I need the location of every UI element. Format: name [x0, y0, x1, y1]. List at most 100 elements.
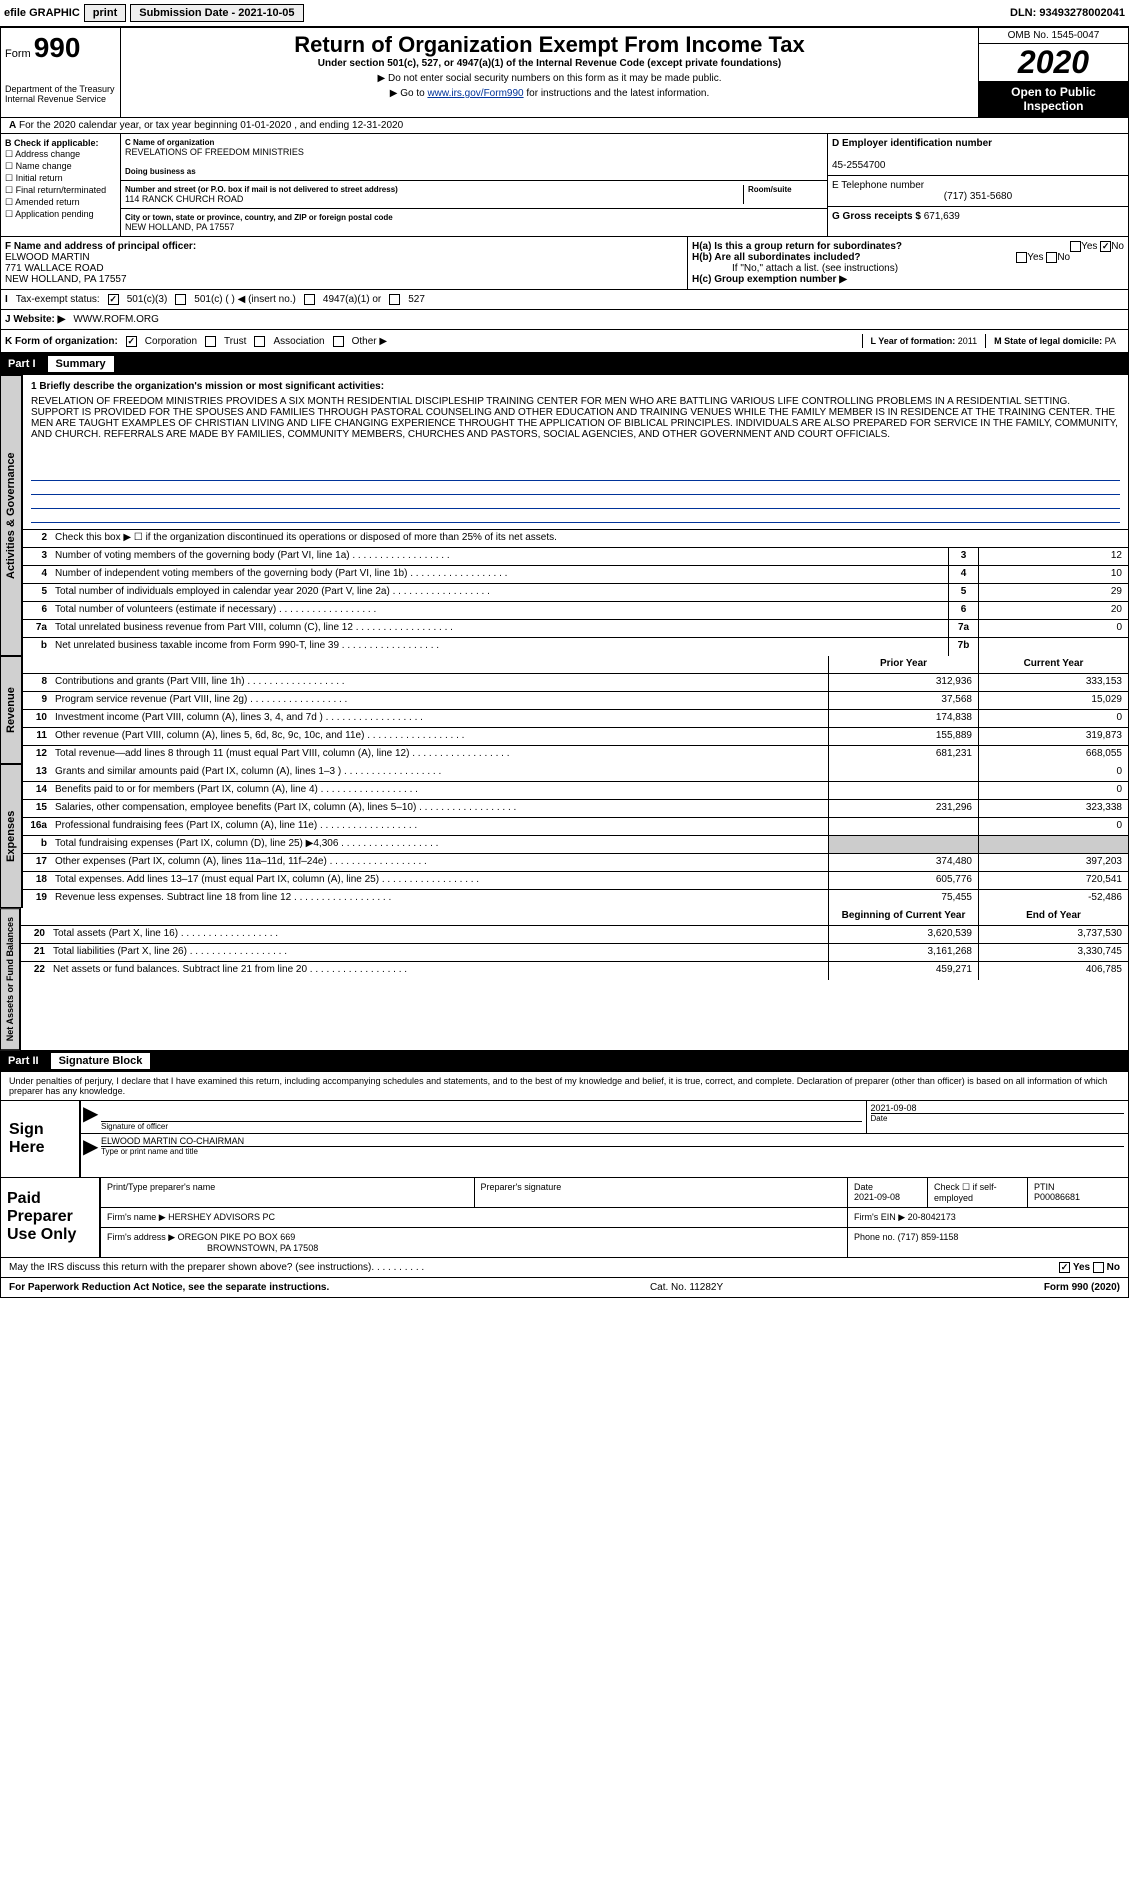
part1-title: Summary: [48, 356, 114, 372]
prep-ptin: P00086681: [1034, 1192, 1080, 1202]
f-h-block: F Name and address of principal officer:…: [0, 237, 1129, 290]
opt-other: Other ▶: [352, 336, 387, 347]
sig-date: 2021-09-08: [871, 1103, 1125, 1113]
ein-label: D Employer identification number: [832, 138, 992, 149]
paperwork-row: For Paperwork Reduction Act Notice, see …: [0, 1278, 1129, 1298]
ha-yes[interactable]: [1070, 241, 1081, 252]
m-label: M State of legal domicile:: [994, 336, 1102, 346]
gov-row: 4Number of independent voting members of…: [23, 566, 1128, 584]
chk-corporation[interactable]: [126, 336, 137, 347]
no-label: No: [1107, 1262, 1120, 1273]
part1-label: Part I: [8, 358, 36, 370]
chk-amended-return[interactable]: ☐ Amended return: [5, 197, 116, 208]
name-label: Type or print name and title: [101, 1146, 1124, 1156]
prep-name-label: Print/Type preparer's name: [107, 1182, 468, 1192]
submission-date-button[interactable]: Submission Date - 2021-10-05: [130, 4, 303, 22]
form-title-block: Return of Organization Exempt From Incom…: [121, 28, 978, 117]
hb-label: H(b) Are all subordinates included?: [692, 252, 861, 263]
gross-receipts-value: 671,639: [924, 211, 960, 222]
q2-text: Check this box ▶ ☐ if the organization d…: [51, 530, 1128, 547]
chk-other[interactable]: [333, 336, 344, 347]
hb-no[interactable]: [1046, 252, 1057, 263]
form-ref: Form 990 (2020): [1044, 1282, 1120, 1293]
gov-row: 3Number of voting members of the governi…: [23, 548, 1128, 566]
discuss-no[interactable]: [1093, 1262, 1104, 1273]
discuss-yes[interactable]: [1059, 1262, 1070, 1273]
firm-addr-label: Firm's address ▶: [107, 1232, 175, 1242]
street-label: Number and street (or P.O. box if mail i…: [125, 185, 743, 194]
firm-ein-label: Firm's EIN ▶: [854, 1212, 905, 1222]
col-b-checkboxes: B Check if applicable: ☐ Address change …: [1, 134, 121, 236]
chk-association[interactable]: [254, 336, 265, 347]
chk-501c3[interactable]: [108, 294, 119, 305]
ha-no[interactable]: [1100, 241, 1111, 252]
chk-527[interactable]: [389, 294, 400, 305]
prep-sig-label: Preparer's signature: [481, 1182, 842, 1192]
omb-number: OMB No. 1545-0047: [979, 28, 1128, 44]
efile-label: efile GRAPHIC: [4, 7, 80, 19]
chk-address-change[interactable]: ☐ Address change: [5, 149, 116, 160]
form-note1: ▶ Do not enter social security numbers o…: [129, 73, 970, 84]
chk-name-change[interactable]: ☐ Name change: [5, 161, 116, 172]
balance-row: 20Total assets (Part X, line 16)3,620,53…: [21, 926, 1128, 944]
part1-header: Part I Summary: [0, 353, 1129, 375]
chk-final-return[interactable]: ☐ Final return/terminated: [5, 185, 116, 196]
chk-application-pending[interactable]: ☐ Application pending: [5, 209, 116, 220]
hb-yes[interactable]: [1016, 252, 1027, 263]
a-text: For the 2020 calendar year, or tax year …: [19, 120, 403, 131]
hc-label: H(c) Group exemption number ▶: [692, 274, 847, 285]
opt-trust: Trust: [224, 336, 246, 347]
print-button[interactable]: print: [84, 4, 126, 22]
prep-row-2: Firm's name ▶ HERSHEY ADVISORS PC Firm's…: [101, 1208, 1128, 1228]
officer-addr1: 771 WALLACE ROAD: [5, 263, 104, 274]
chk-trust[interactable]: [205, 336, 216, 347]
city-value: NEW HOLLAND, PA 17557: [125, 222, 823, 232]
form-header: Form 990 Department of the Treasury Inte…: [0, 27, 1129, 118]
top-bar: efile GRAPHIC print Submission Date - 20…: [0, 0, 1129, 27]
ein-value: 45-2554700: [832, 160, 885, 171]
chk-initial-return[interactable]: ☐ Initial return: [5, 173, 116, 184]
a-tax-year-row: A For the 2020 calendar year, or tax yea…: [0, 118, 1129, 134]
balance-row: 21Total liabilities (Part X, line 26)3,1…: [21, 944, 1128, 962]
expense-row: 14Benefits paid to or for members (Part …: [23, 782, 1128, 800]
form-id-block: Form 990 Department of the Treasury Inte…: [1, 28, 121, 117]
expense-row: 18Total expenses. Add lines 13–17 (must …: [23, 872, 1128, 890]
chk-501c[interactable]: [175, 294, 186, 305]
officer-signed-name: ELWOOD MARTIN CO-CHAIRMAN: [101, 1136, 1124, 1146]
dln-label: DLN: 93493278002041: [1010, 7, 1125, 19]
form-right-block: OMB No. 1545-0047 2020 Open to Public In…: [978, 28, 1128, 117]
preparer-label: Paid Preparer Use Only: [1, 1178, 101, 1257]
balance-row: 22Net assets or fund balances. Subtract …: [21, 962, 1128, 980]
col-d-contact: D Employer identification number 45-2554…: [828, 134, 1128, 236]
firm-phone: (717) 859-1158: [898, 1232, 959, 1242]
firm-addr: OREGON PIKE PO BOX 669: [178, 1232, 296, 1242]
firm-ein: 20-8042173: [908, 1212, 956, 1222]
opt-association: Association: [273, 336, 324, 347]
discuss-row: May the IRS discuss this return with the…: [0, 1258, 1129, 1278]
f-officer-block: F Name and address of principal officer:…: [1, 237, 688, 289]
form-subtitle: Under section 501(c), 527, or 4947(a)(1)…: [129, 58, 970, 69]
expense-row: 17Other expenses (Part IX, column (A), l…: [23, 854, 1128, 872]
sign-block: Sign Here ▶ Signature of officer 2021-09…: [0, 1101, 1129, 1178]
l-label: L Year of formation:: [871, 336, 956, 346]
gross-receipts-label: G Gross receipts $: [832, 211, 921, 222]
expense-row: 15Salaries, other compensation, employee…: [23, 800, 1128, 818]
revenue-header-row: Prior Year Current Year: [23, 656, 1128, 674]
preparer-block: Paid Preparer Use Only Print/Type prepar…: [0, 1178, 1129, 1258]
chk-4947[interactable]: [304, 294, 315, 305]
col-prior-year: Prior Year: [828, 656, 978, 673]
f-label: F Name and address of principal officer:: [5, 241, 196, 252]
org-name-label: C Name of organization: [125, 138, 823, 147]
paperwork-text: For Paperwork Reduction Act Notice, see …: [9, 1282, 329, 1293]
mission-text: REVELATION OF FREEDOM MINISTRIES PROVIDE…: [31, 396, 1120, 440]
street-value: 114 RANCK CHURCH ROAD: [125, 194, 743, 204]
expense-row: bTotal fundraising expenses (Part IX, co…: [23, 836, 1128, 854]
part2-title: Signature Block: [51, 1053, 151, 1069]
expense-row: 13Grants and similar amounts paid (Part …: [23, 764, 1128, 782]
gov-row: bNet unrelated business taxable income f…: [23, 638, 1128, 656]
k-form-org-row: K Form of organization: Corporation Trus…: [0, 330, 1129, 353]
irs-link[interactable]: www.irs.gov/Form990: [427, 88, 523, 99]
officer-addr2: NEW HOLLAND, PA 17557: [5, 274, 127, 285]
ha-label: H(a) Is this a group return for subordin…: [692, 241, 902, 252]
side-governance: Activities & Governance: [0, 375, 22, 656]
